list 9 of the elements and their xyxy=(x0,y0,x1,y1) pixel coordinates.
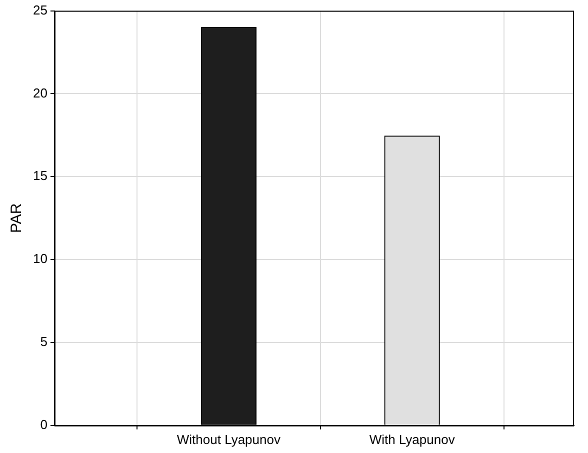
y-tick-label: 20 xyxy=(32,85,48,100)
y-tick-label: 5 xyxy=(40,334,48,350)
y-tick-label: 15 xyxy=(32,168,48,184)
x-tick-label: With Lyapunov xyxy=(369,432,456,447)
y-tick-label: 10 xyxy=(32,251,48,266)
y-tick-label: 25 xyxy=(32,2,48,18)
x-tick-label: Without Lyapunov xyxy=(176,432,281,447)
y-tick-label: 0 xyxy=(40,416,48,432)
y-axis-title: PAR xyxy=(8,203,26,233)
